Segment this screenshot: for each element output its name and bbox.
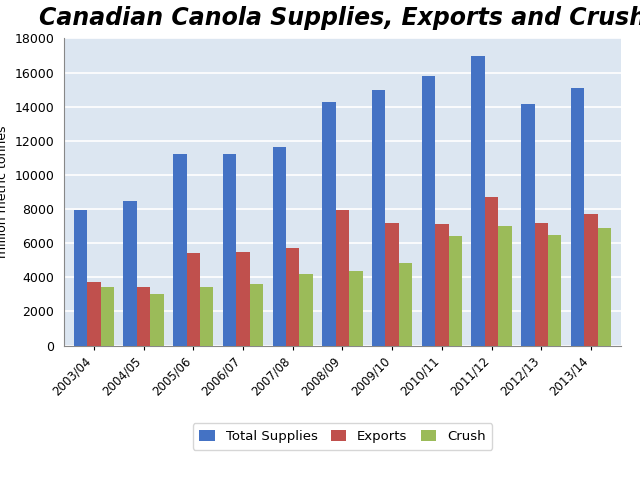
Bar xyxy=(584,214,598,346)
Bar xyxy=(200,287,213,346)
Title: Canadian Canola Supplies, Exports and Crush: Canadian Canola Supplies, Exports and Cr… xyxy=(39,5,640,29)
Bar xyxy=(87,282,100,346)
Bar xyxy=(372,90,385,346)
Bar xyxy=(250,284,263,346)
Bar xyxy=(273,147,286,346)
Bar xyxy=(399,263,412,346)
Bar xyxy=(223,154,236,346)
Bar xyxy=(137,287,150,346)
Bar xyxy=(485,197,499,346)
Bar xyxy=(286,248,300,346)
Y-axis label: million metric tonnes: million metric tonnes xyxy=(0,126,9,258)
Bar xyxy=(186,252,200,346)
Bar xyxy=(349,271,362,346)
Bar xyxy=(236,252,250,346)
Bar xyxy=(300,274,313,346)
Bar xyxy=(173,154,186,346)
Bar xyxy=(534,223,548,346)
Bar xyxy=(598,228,611,346)
Bar xyxy=(449,236,462,346)
Bar xyxy=(521,104,534,346)
Bar xyxy=(435,224,449,346)
Bar xyxy=(336,210,349,346)
Bar xyxy=(150,294,164,346)
Bar xyxy=(422,76,435,346)
Bar xyxy=(100,287,114,346)
Legend: Total Supplies, Exports, Crush: Total Supplies, Exports, Crush xyxy=(193,423,492,450)
Bar xyxy=(548,235,561,346)
Bar xyxy=(385,223,399,346)
Bar xyxy=(323,102,336,346)
Bar xyxy=(472,56,485,346)
Bar xyxy=(124,201,137,346)
Bar xyxy=(74,210,87,346)
Bar xyxy=(571,88,584,346)
Bar xyxy=(499,226,511,346)
